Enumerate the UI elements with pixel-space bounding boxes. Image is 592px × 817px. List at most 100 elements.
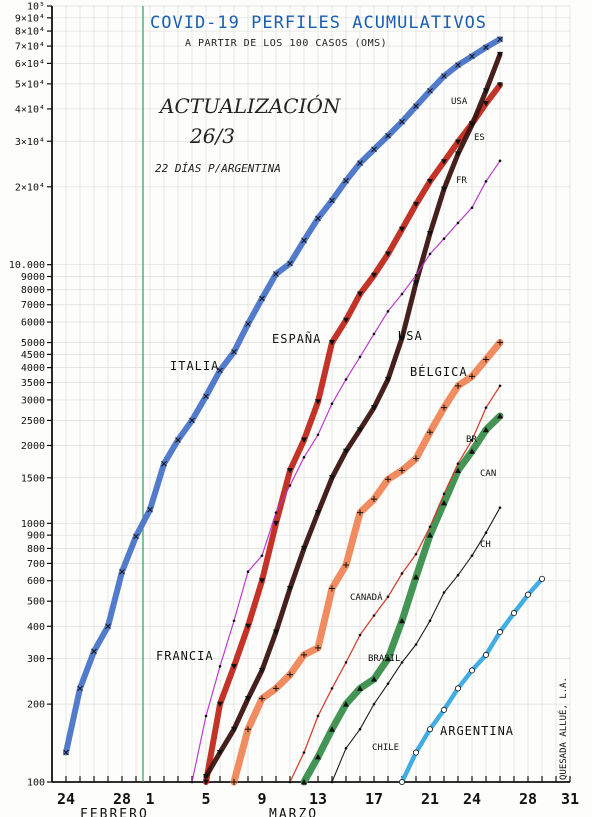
y-tick-label: 700: [27, 559, 45, 570]
point-canada: [428, 525, 432, 529]
point-belgica: [385, 476, 391, 483]
point-espana: [217, 701, 223, 708]
series-line-espana: [203, 82, 503, 785]
series-line-belgica: [230, 339, 504, 786]
y-tick-label: 4×10⁴: [15, 104, 45, 115]
point-usa: [385, 376, 391, 383]
point-usa: [441, 186, 447, 193]
y-tick-label: 7×10⁴: [15, 42, 45, 53]
x-tick-label: 9: [257, 790, 266, 808]
point-usa: [399, 335, 405, 342]
label-chile: CHILE: [372, 743, 399, 753]
point-francia: [400, 292, 404, 296]
series-espana: [203, 82, 503, 785]
point-espana: [357, 291, 363, 298]
label-francia: FRANCIA: [156, 649, 214, 663]
point-canada: [442, 492, 446, 496]
point-francia: [288, 484, 292, 487]
point-usa: [259, 667, 265, 674]
point-francia: [442, 237, 446, 241]
point-italia: [217, 367, 223, 374]
point-italia: [287, 260, 293, 267]
point-brasil: [399, 617, 405, 624]
point-francia: [484, 180, 488, 183]
x-tick-label: 24: [57, 790, 75, 808]
x-tick-label: 28: [519, 790, 537, 808]
point-italia: [105, 623, 111, 630]
series-chile: [330, 506, 502, 784]
point-chile: [470, 554, 474, 557]
point-chile: [330, 780, 334, 784]
point-belgica: [245, 726, 251, 733]
label-brasil: BRASIL: [368, 654, 401, 664]
point-argentina: [510, 610, 517, 617]
y-tick-label: 6×10⁴: [15, 59, 45, 70]
point-usa: [287, 585, 293, 592]
point-canada: [498, 384, 502, 388]
point-italia: [133, 533, 139, 540]
point-francia: [218, 665, 222, 668]
point-espana: [441, 159, 447, 165]
point-brasil: [357, 685, 363, 691]
x-month-label: FEBRERO: [80, 807, 149, 817]
point-belgica: [455, 382, 461, 389]
point-italia: [413, 103, 419, 110]
y-tick-label: 1500: [21, 473, 45, 484]
series-usa: [203, 51, 503, 780]
point-usa: [469, 122, 475, 128]
point-espana: [273, 520, 279, 527]
point-francia: [302, 456, 306, 459]
y-tick-label: 7000: [21, 300, 45, 311]
point-espana: [483, 100, 489, 107]
y-tick-label: 4500: [21, 350, 45, 361]
point-argentina: [398, 779, 405, 786]
point-italia: [147, 506, 153, 513]
point-belgica: [441, 404, 447, 411]
point-canada: [414, 552, 418, 556]
x-month-label: MARZO: [269, 807, 318, 817]
point-usa: [217, 750, 223, 756]
point-espana: [385, 251, 391, 257]
point-usa: [497, 51, 503, 58]
y-tick-label: 400: [27, 622, 45, 633]
x-tick-label: 21: [421, 790, 439, 808]
point-francia: [372, 332, 376, 336]
label-usa: USA: [398, 329, 423, 343]
point-brasil: [427, 532, 433, 538]
x-tick-label: 24: [463, 790, 481, 808]
point-usa: [245, 696, 251, 702]
author-signature: QUESADA ALLUÉ, L.A.: [557, 677, 569, 780]
point-espana: [245, 623, 251, 630]
y-tick-label: 3×10⁴: [15, 137, 45, 148]
label-fr-end: FR: [456, 176, 467, 186]
point-brasil: [497, 412, 503, 419]
point-canada: [358, 633, 362, 637]
point-usa: [329, 475, 335, 481]
x-tick-label: 17: [365, 790, 383, 808]
series-line-canada: [289, 385, 501, 783]
note-days-argentina: 22 DÍAS P/ARGENTINA: [155, 162, 281, 175]
point-italia: [189, 417, 195, 424]
point-italia: [455, 62, 461, 68]
point-chile: [442, 591, 446, 594]
series-francia: [190, 159, 502, 784]
point-espana: [315, 399, 321, 405]
point-italia: [469, 53, 475, 60]
label-argentina: ARGENTINA: [440, 724, 514, 738]
y-tick-label: 2000: [21, 441, 45, 452]
y-tick-label: 200: [27, 700, 45, 711]
point-italia: [483, 44, 489, 51]
point-usa: [343, 448, 349, 455]
point-francia: [456, 221, 460, 225]
point-argentina: [496, 629, 503, 636]
point-italia: [77, 685, 83, 692]
point-brasil: [483, 426, 489, 433]
point-canada: [316, 714, 320, 718]
series-layer: [63, 36, 546, 786]
point-espana: [301, 437, 307, 443]
point-espana: [287, 468, 293, 474]
point-belgica: [231, 779, 237, 785]
series-line-italia: [63, 36, 503, 756]
point-belgica: [273, 685, 279, 692]
point-usa: [315, 510, 321, 516]
